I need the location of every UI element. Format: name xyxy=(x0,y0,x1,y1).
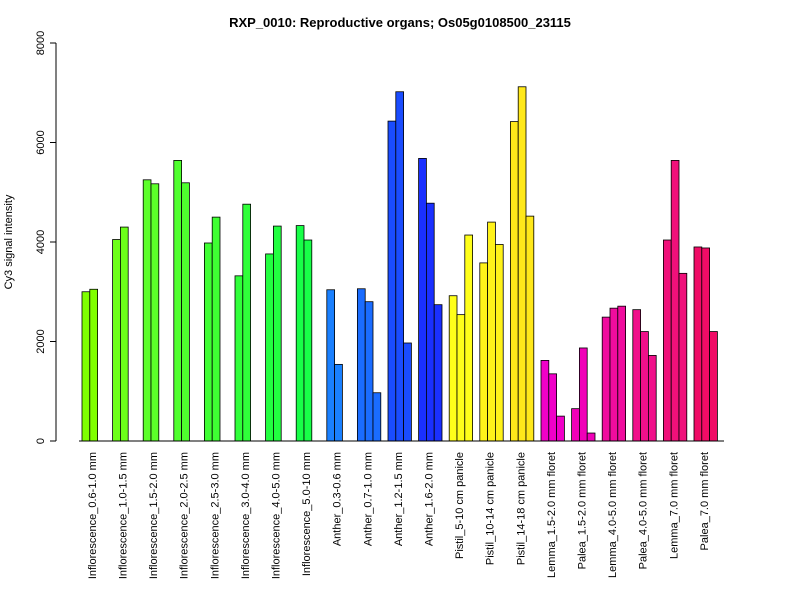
bar xyxy=(234,275,244,442)
x-tick-label: Inflorescence_1.0-1.5 mm xyxy=(118,452,130,579)
x-tick-label: Lemma_1.5-2.0 mm floret xyxy=(546,452,558,578)
x-tick-label: Palea_1.5-2.0 mm floret xyxy=(577,452,589,569)
bar xyxy=(663,239,672,442)
bar xyxy=(448,295,458,442)
bar xyxy=(525,215,535,442)
bar xyxy=(517,86,527,442)
x-tick-label: Pistil_5-10 cm panicle xyxy=(454,452,466,559)
bar xyxy=(303,239,313,442)
bar xyxy=(548,373,557,442)
bar xyxy=(203,242,213,442)
x-tick-label: Anther_1.6-2.0 mm xyxy=(424,452,436,546)
bar xyxy=(540,360,550,442)
bar xyxy=(701,247,710,442)
bar xyxy=(494,244,504,442)
bar xyxy=(387,120,397,442)
bar xyxy=(456,314,466,442)
bar xyxy=(372,392,382,442)
x-tick-label: Inflorescence_3.0-4.0 mm xyxy=(240,452,252,579)
x-tick-label: Inflorescence_0.6-1.0 mm xyxy=(87,452,99,579)
bar xyxy=(601,316,611,442)
bar xyxy=(150,183,160,442)
chart-title: RXP_0010: Reproductive organs; Os05g0108… xyxy=(229,15,571,30)
bar xyxy=(487,221,496,442)
x-tick-label: Lemma_4.0-5.0 mm floret xyxy=(607,452,619,578)
bar xyxy=(265,253,274,442)
x-tick-label: Anther_1.2-1.5 mm xyxy=(393,452,405,546)
bar xyxy=(464,234,473,442)
bar xyxy=(640,331,649,442)
bar xyxy=(334,363,343,442)
bar xyxy=(326,289,335,442)
bar xyxy=(211,216,221,442)
x-tick-label: Inflorescence_1.5-2.0 mm xyxy=(148,452,160,579)
bar xyxy=(678,272,688,442)
bar xyxy=(509,121,519,442)
bar xyxy=(418,158,427,442)
bar xyxy=(586,432,596,442)
bar xyxy=(272,225,282,442)
y-tick-label: 2000 xyxy=(35,329,47,353)
x-tick-label: Inflorescence_2.0-2.5 mm xyxy=(179,452,191,579)
bar xyxy=(364,301,374,442)
x-tick-label: Pistil_10-14 cm panicle xyxy=(485,452,497,565)
x-tick-label: Inflorescence_4.0-5.0 mm xyxy=(271,452,283,579)
y-tick-label: 0 xyxy=(35,438,47,444)
bar xyxy=(609,307,619,442)
y-tick-label: 8000 xyxy=(35,31,47,55)
x-tick-label: Pistil_14-18 cm panicle xyxy=(515,452,527,565)
bar xyxy=(579,347,588,442)
bar xyxy=(693,246,703,442)
bar xyxy=(425,202,435,442)
y-tick-label: 6000 xyxy=(35,130,47,154)
bar xyxy=(120,226,129,442)
bar xyxy=(81,291,91,442)
bar xyxy=(112,239,121,442)
bar xyxy=(433,304,443,442)
bar xyxy=(142,179,152,442)
bar xyxy=(479,262,488,442)
y-axis-label: Cy3 signal intensity xyxy=(3,194,15,289)
bar xyxy=(173,160,183,442)
x-tick-label: Palea_7.0 mm floret xyxy=(699,452,711,550)
bar xyxy=(356,288,366,442)
bar xyxy=(403,342,412,442)
y-axis: 0 2000 4000 6000 8000 xyxy=(35,31,57,444)
bar xyxy=(295,225,305,442)
x-tick-label: Anther_0.7-1.0 mm xyxy=(362,452,374,546)
bar xyxy=(571,408,580,442)
bar xyxy=(648,355,657,442)
bar xyxy=(709,331,718,442)
x-tick-label: Palea_4.0-5.0 mm floret xyxy=(638,452,650,569)
bar xyxy=(632,309,641,442)
bars xyxy=(81,86,718,442)
bar xyxy=(242,203,252,442)
bar xyxy=(670,160,680,442)
bar xyxy=(395,91,404,442)
category-labels: Inflorescence_0.6-1.0 mm Inflorescence_1.… xyxy=(87,452,711,579)
x-tick-label: Anther_0.3-0.6 mm xyxy=(332,452,344,546)
bar xyxy=(89,288,99,442)
x-tick-label: Inflorescence_2.5-3.0 mm xyxy=(209,452,221,579)
bar xyxy=(181,182,190,442)
bar xyxy=(617,305,626,442)
y-tick-label: 4000 xyxy=(35,230,47,254)
x-tick-label: Lemma_7.0 mm floret xyxy=(668,452,680,559)
bar xyxy=(556,415,565,442)
x-tick-label: Inflorescence_5.0-10 mm xyxy=(301,452,313,576)
